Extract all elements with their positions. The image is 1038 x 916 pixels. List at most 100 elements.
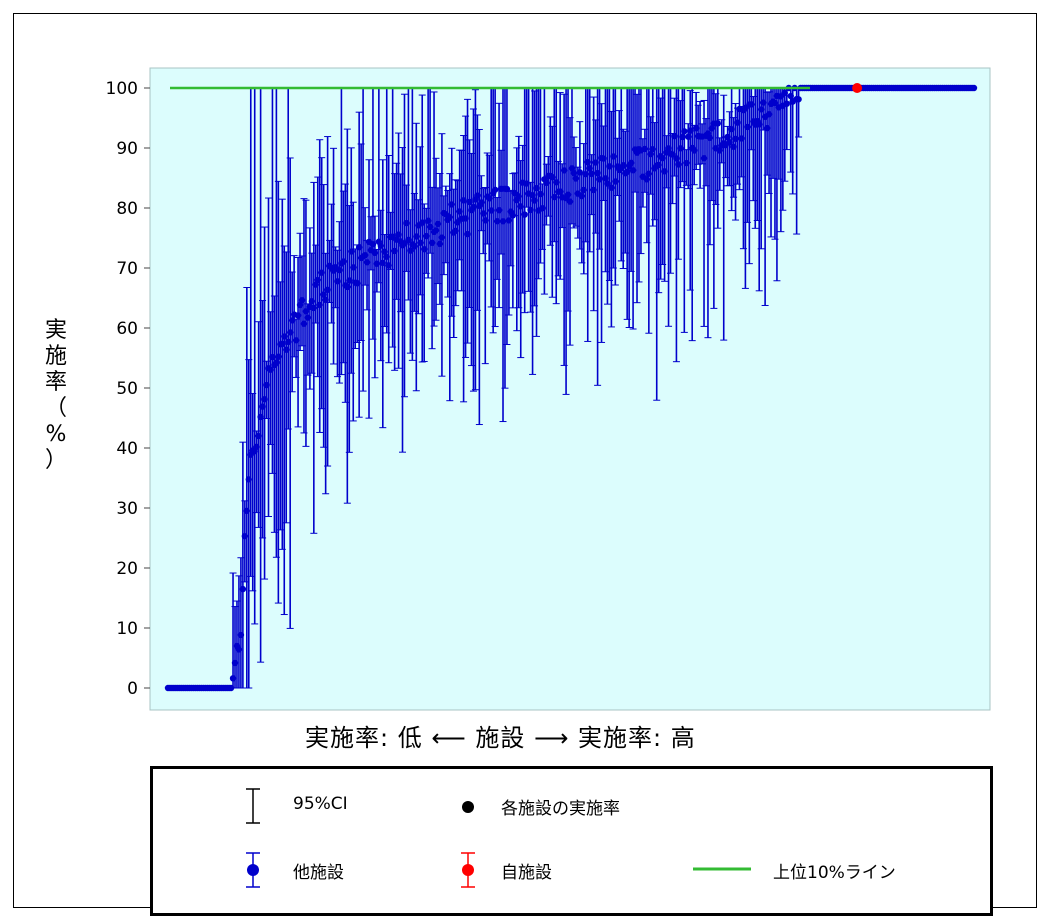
facility-point [255,432,262,440]
facility-point [292,337,300,344]
facility-point [304,314,312,321]
facility-point [529,191,536,199]
facility-point [395,231,402,238]
facility-point [229,675,237,682]
facility-point [556,188,564,195]
facility-point [369,240,377,248]
facility-point [649,145,656,153]
legend-point-label: 各施設の実施率 [501,799,620,819]
facility-point [584,158,591,166]
facility-point [687,127,694,134]
facility-point [456,208,463,215]
facility-point [379,259,387,267]
facility-point [596,176,603,183]
facility-point [612,178,619,185]
facility-point [738,135,745,142]
y-tick-label: 40 [116,439,138,459]
facility-point [521,211,528,218]
facility-point [227,684,235,692]
facility-point [298,296,306,304]
facility-point [259,403,266,410]
facility-point [257,413,264,421]
facility-point [434,220,442,228]
facility-point [464,230,471,238]
legend-self-label: 自施設 [501,863,552,883]
facility-point [610,153,617,160]
facility-point [564,191,572,198]
facility-point [344,283,351,291]
facility-point [590,186,597,194]
facility-point [582,170,589,178]
facility-point [373,260,381,267]
facility-point [466,198,473,206]
facility-point [531,197,538,204]
facility-point [578,192,586,200]
y-tick-label: 30 [116,499,138,519]
facility-point [669,151,676,158]
facility-point [763,124,771,132]
y-axis-label-char: （ [44,396,67,421]
facility-point [417,239,424,246]
y-axis-label: 実 施 率 （ % ） [36,318,76,474]
facility-point [787,92,794,100]
self-icon [461,852,475,888]
facility-point [726,139,733,146]
facility-point [759,99,767,106]
facility-point [515,193,522,200]
facility-point [302,308,310,315]
facility-point [486,195,493,202]
y-axis-label-char: ） [44,448,67,473]
facility-point [576,169,584,176]
facility-point [363,259,371,266]
facility-point [783,100,790,107]
facility-point [438,234,446,241]
facility-point [716,147,723,154]
facility-point [419,219,426,226]
facility-point [296,301,304,309]
facility-point [261,396,268,403]
y-axis-label-char: 率 [44,370,67,395]
facility-point [728,125,735,133]
facility-point [732,135,739,143]
facility-point [316,301,323,309]
facility-point [403,219,410,227]
facility-point [708,125,716,132]
chart-svg: 0 10 20 30 40 50 60 70 80 90 100 [106,67,991,711]
y-tick-label: 20 [116,559,138,579]
facility-point [602,175,609,182]
facility-point [243,507,251,515]
facility-point [645,170,653,177]
facility-point [348,248,355,255]
facility-point [677,145,684,152]
facility-point [300,320,308,327]
facility-point [231,659,239,667]
facility-point [600,155,607,162]
facility-point [647,150,655,158]
facility-point [499,218,507,225]
facility-point [734,119,741,126]
facility-point [385,262,392,269]
facility-point [346,277,353,284]
line-icon [693,867,751,871]
y-tick-label: 0 [127,679,138,699]
facility-point [422,232,430,240]
facility-point [279,340,286,348]
facility-point [580,186,588,194]
facility-point [748,101,755,108]
y-tick-label: 10 [116,619,138,639]
facility-point [730,143,737,150]
y-tick-label: 100 [106,79,138,99]
facility-point [641,145,649,153]
facility-point [480,210,487,217]
facility-point [407,247,414,254]
facility-point [505,217,513,224]
facility-point [237,631,245,639]
facility-point [462,215,469,222]
y-axis-label-char: 施 [44,344,67,369]
facility-point [235,646,243,653]
facility-point [420,245,428,253]
facility-point [586,165,593,172]
facility-point [336,266,343,274]
facility-point [405,236,412,244]
facility-point [334,278,341,285]
